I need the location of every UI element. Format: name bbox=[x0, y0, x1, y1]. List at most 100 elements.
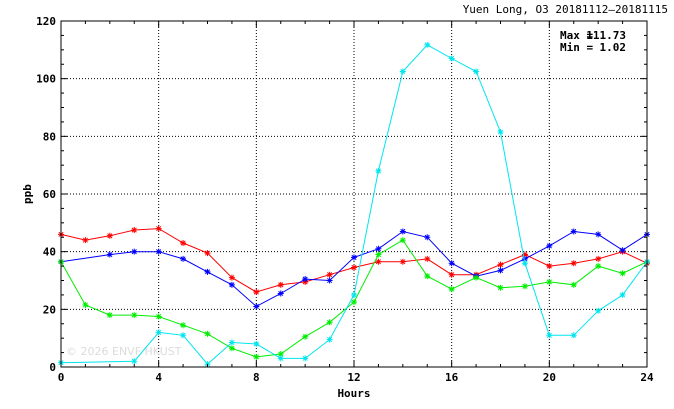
gridlines bbox=[61, 21, 647, 367]
data-point bbox=[619, 247, 626, 254]
data-point bbox=[155, 329, 162, 336]
data-point bbox=[253, 303, 260, 310]
data-point bbox=[546, 242, 553, 249]
data-point bbox=[228, 281, 235, 288]
x-tick-label: 0 bbox=[58, 371, 65, 384]
data-point bbox=[253, 340, 260, 347]
data-point bbox=[228, 339, 235, 346]
data-point bbox=[106, 312, 113, 319]
data-point bbox=[375, 245, 382, 252]
data-point bbox=[521, 251, 528, 258]
data-point bbox=[351, 254, 357, 261]
x-axis-label: Hours bbox=[337, 387, 370, 400]
data-point bbox=[375, 251, 382, 258]
data-point bbox=[497, 284, 504, 291]
data-point bbox=[228, 345, 235, 352]
data-point bbox=[546, 278, 553, 285]
data-point bbox=[351, 264, 357, 271]
x-tick-label: 8 bbox=[253, 371, 260, 384]
data-point bbox=[570, 332, 577, 339]
data-point bbox=[595, 263, 602, 270]
data-point bbox=[228, 274, 235, 281]
data-point bbox=[277, 290, 284, 297]
data-point bbox=[497, 129, 504, 136]
min-value: 1.02 bbox=[600, 41, 627, 54]
x-tick-label: 20 bbox=[543, 371, 556, 384]
data-point bbox=[351, 299, 357, 306]
data-point bbox=[155, 248, 162, 255]
data-point bbox=[302, 355, 309, 362]
data-point bbox=[326, 271, 333, 278]
x-tick-label: 24 bbox=[640, 371, 654, 384]
data-point bbox=[106, 232, 113, 239]
data-point bbox=[595, 307, 602, 314]
data-point bbox=[131, 227, 138, 234]
data-point bbox=[204, 268, 211, 275]
data-point bbox=[277, 355, 284, 362]
data-point bbox=[399, 228, 406, 235]
data-point bbox=[399, 68, 406, 75]
data-point bbox=[570, 281, 577, 288]
data-point bbox=[521, 255, 528, 262]
y-tick-label: 20 bbox=[43, 303, 56, 316]
axis-ticks: 0 4 8 12 16 20 24 0 20 40 60 80 100 120 bbox=[36, 15, 654, 384]
data-point bbox=[375, 167, 382, 174]
data-point bbox=[351, 291, 357, 298]
data-point bbox=[619, 291, 626, 298]
y-tick-label: 60 bbox=[43, 188, 56, 201]
stats-box: Max = 111.73 Min = 1.02 bbox=[560, 29, 626, 54]
data-point bbox=[253, 289, 260, 296]
data-point bbox=[180, 255, 187, 262]
chart-title: Yuen Long, O3 20181112–20181115 bbox=[463, 3, 668, 16]
data-point bbox=[448, 286, 455, 293]
x-tick-label: 4 bbox=[155, 371, 162, 384]
data-point bbox=[82, 302, 89, 309]
data-point bbox=[253, 353, 260, 360]
data-point bbox=[375, 258, 382, 265]
data-point bbox=[131, 248, 138, 255]
data-point bbox=[180, 322, 187, 329]
watermark: © 2026 ENVF HKUST bbox=[66, 345, 182, 358]
data-point bbox=[155, 225, 162, 232]
y-tick-label: 100 bbox=[36, 73, 56, 86]
data-point bbox=[180, 332, 187, 339]
data-point bbox=[180, 240, 187, 247]
data-point bbox=[595, 231, 602, 238]
data-point bbox=[570, 260, 577, 267]
y-tick-label: 80 bbox=[43, 130, 56, 143]
y-tick-label: 40 bbox=[43, 246, 56, 259]
data-point bbox=[424, 273, 431, 280]
series-group bbox=[58, 41, 650, 368]
data-point bbox=[399, 258, 406, 265]
data-point bbox=[302, 333, 309, 340]
y-tick-label: 120 bbox=[36, 15, 56, 28]
data-point bbox=[595, 255, 602, 262]
data-point bbox=[619, 270, 626, 277]
data-point bbox=[204, 250, 211, 257]
data-point bbox=[326, 336, 333, 343]
y-axis-label: ppb bbox=[21, 184, 34, 204]
data-point bbox=[106, 251, 113, 258]
data-point bbox=[326, 277, 333, 284]
max-label: Max = bbox=[560, 29, 593, 42]
data-point bbox=[424, 41, 431, 48]
data-point bbox=[131, 358, 138, 365]
data-point bbox=[448, 55, 455, 62]
data-point bbox=[521, 283, 528, 290]
data-point bbox=[546, 332, 553, 339]
data-point bbox=[131, 312, 138, 319]
data-point bbox=[302, 276, 309, 283]
data-point bbox=[399, 237, 406, 244]
data-point bbox=[277, 281, 284, 288]
data-point bbox=[497, 261, 504, 268]
data-point bbox=[82, 237, 89, 244]
max-value: 111.73 bbox=[586, 29, 626, 42]
data-point bbox=[424, 234, 431, 241]
data-point bbox=[326, 319, 333, 326]
min-label: Min = bbox=[560, 41, 593, 54]
y-tick-label: 0 bbox=[49, 361, 56, 374]
x-tick-label: 12 bbox=[347, 371, 360, 384]
series-line-2 bbox=[60, 230, 648, 308]
data-point bbox=[204, 330, 211, 337]
